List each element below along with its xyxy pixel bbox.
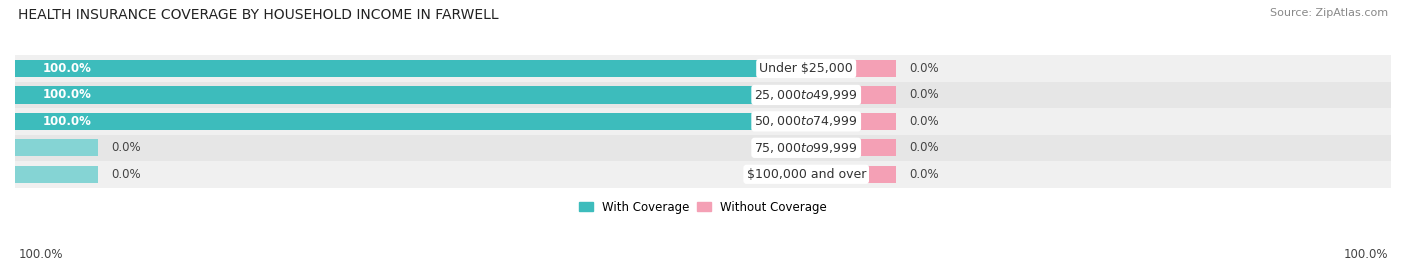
Text: 0.0%: 0.0%	[111, 141, 141, 154]
Bar	[15, 60, 786, 77]
Bar	[15, 55, 1391, 82]
Text: $75,000 to $99,999: $75,000 to $99,999	[755, 141, 858, 155]
Text: 0.0%: 0.0%	[910, 168, 939, 181]
Legend: With Coverage, Without Coverage: With Coverage, Without Coverage	[574, 196, 832, 218]
Bar	[793, 86, 896, 104]
Text: 0.0%: 0.0%	[910, 62, 939, 75]
Text: $50,000 to $74,999: $50,000 to $74,999	[755, 114, 858, 128]
Bar	[15, 166, 97, 183]
Bar	[793, 166, 896, 183]
Bar	[15, 139, 97, 157]
Text: 0.0%: 0.0%	[910, 115, 939, 128]
Bar	[15, 86, 786, 104]
Bar	[15, 113, 786, 130]
Bar	[793, 60, 896, 77]
Bar	[15, 82, 1391, 108]
Text: 100.0%: 100.0%	[42, 62, 91, 75]
Bar	[793, 139, 896, 157]
Bar	[15, 161, 1391, 187]
Text: $25,000 to $49,999: $25,000 to $49,999	[755, 88, 858, 102]
Text: HEALTH INSURANCE COVERAGE BY HOUSEHOLD INCOME IN FARWELL: HEALTH INSURANCE COVERAGE BY HOUSEHOLD I…	[18, 8, 499, 22]
Text: $100,000 and over: $100,000 and over	[747, 168, 866, 181]
Text: 0.0%: 0.0%	[910, 141, 939, 154]
Text: 100.0%: 100.0%	[18, 248, 63, 261]
Bar	[793, 113, 896, 130]
Text: 100.0%: 100.0%	[42, 115, 91, 128]
Text: 100.0%: 100.0%	[1343, 248, 1388, 261]
Text: 0.0%: 0.0%	[111, 168, 141, 181]
Text: Under $25,000: Under $25,000	[759, 62, 853, 75]
Text: 100.0%: 100.0%	[42, 89, 91, 101]
Text: Source: ZipAtlas.com: Source: ZipAtlas.com	[1270, 8, 1388, 18]
Bar	[15, 134, 1391, 161]
Text: 0.0%: 0.0%	[910, 89, 939, 101]
Bar	[15, 108, 1391, 134]
